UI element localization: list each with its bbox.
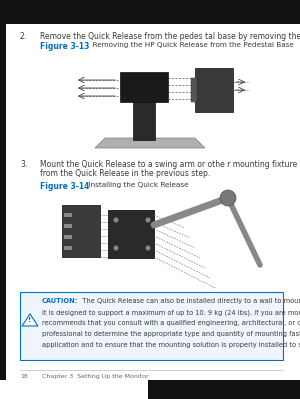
Text: Removing the HP Quick Release from the Pedestal Base: Removing the HP Quick Release from the P… (88, 42, 294, 48)
Circle shape (146, 245, 151, 251)
Bar (0, 24, 6, 380)
Bar (148, 380, 300, 399)
Bar (0, 0, 300, 24)
Text: Remove the Quick Release from the pedes tal base by removing the four screws.: Remove the Quick Release from the pedes … (40, 32, 300, 41)
Text: Figure 3-13: Figure 3-13 (40, 42, 89, 51)
Bar (64, 224, 72, 228)
Circle shape (146, 217, 151, 223)
Bar (62, 205, 100, 257)
Text: It is designed to support a maximum of up to 10. 9 kg (24 lbs). If you are mount: It is designed to support a maximum of u… (42, 309, 300, 316)
Text: Chapter 3  Setting Up the Monitor: Chapter 3 Setting Up the Monitor (42, 374, 148, 379)
FancyBboxPatch shape (20, 292, 283, 360)
Text: recommends that you consult with a qualified engineering, architectural, or cons: recommends that you consult with a quali… (42, 320, 300, 326)
Bar (191, 78, 197, 102)
Bar (120, 72, 168, 102)
Text: Installing the Quick Release: Installing the Quick Release (84, 182, 189, 188)
Text: from the Quick Release in the previous step.: from the Quick Release in the previous s… (40, 169, 210, 178)
Text: CAUTION:: CAUTION: (42, 298, 79, 304)
Bar (133, 100, 155, 140)
Bar (108, 210, 154, 258)
Polygon shape (22, 314, 38, 326)
Text: 3.: 3. (20, 160, 27, 169)
Circle shape (220, 190, 236, 206)
Bar (64, 235, 72, 239)
Text: professional to determine the appropriate type and quantity of mounting fastener: professional to determine the appropriat… (42, 331, 300, 337)
Text: The Quick Release can also be installed directly to a wall to mount the monitor : The Quick Release can also be installed … (76, 298, 300, 304)
Bar (64, 213, 72, 217)
Bar (64, 246, 72, 250)
Text: Mount the Quick Release to a swing arm or othe r mounting fixture using the four: Mount the Quick Release to a swing arm o… (40, 160, 300, 169)
Text: application and to ensure that the mounting solution is properly installed to su: application and to ensure that the mount… (42, 342, 300, 348)
Text: 18: 18 (20, 374, 28, 379)
Text: !: ! (28, 317, 32, 323)
Polygon shape (95, 138, 205, 148)
Text: 2.: 2. (20, 32, 27, 41)
Text: Figure 3-14: Figure 3-14 (40, 182, 89, 191)
Circle shape (113, 245, 119, 251)
Bar (195, 68, 233, 112)
Circle shape (113, 217, 119, 223)
